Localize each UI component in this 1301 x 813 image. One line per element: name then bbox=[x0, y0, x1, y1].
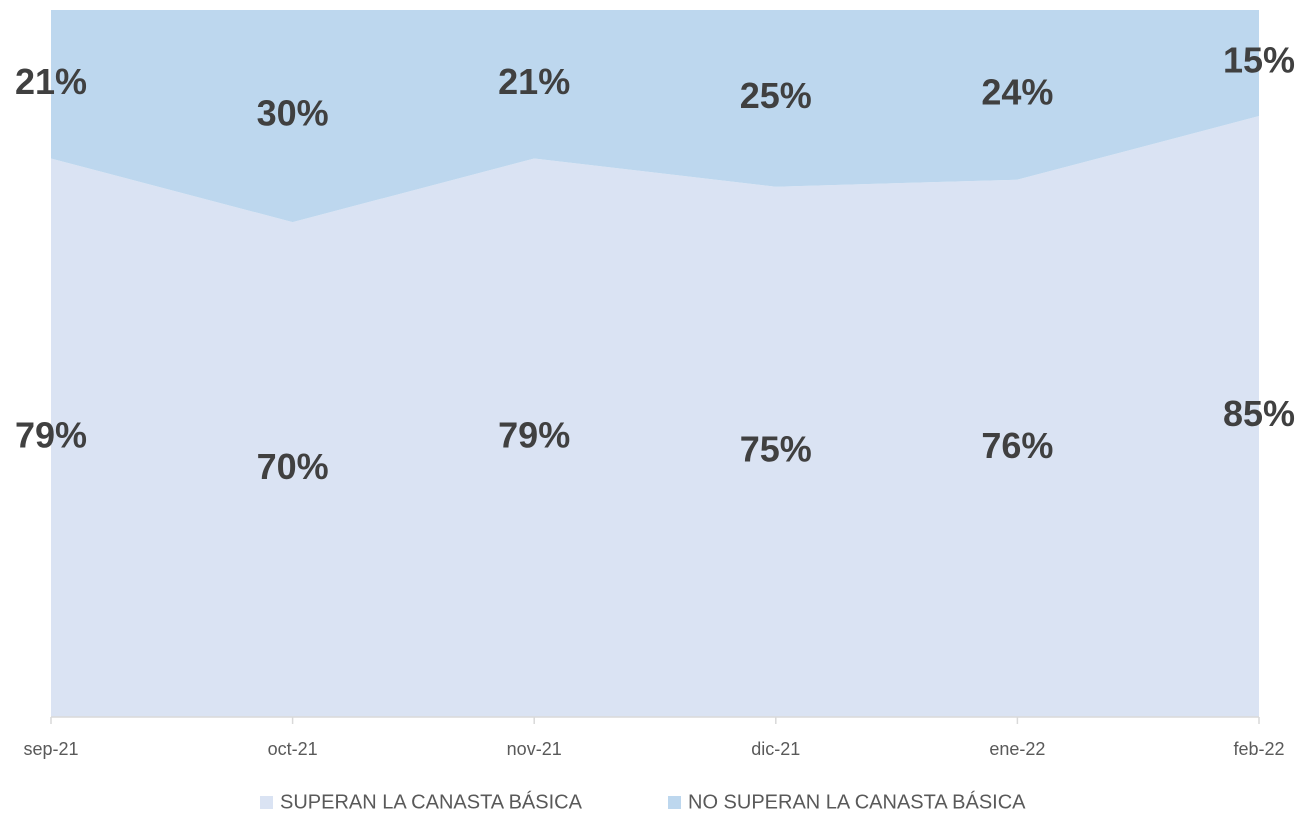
legend-swatch bbox=[668, 796, 681, 809]
data-label: 79% bbox=[498, 414, 570, 455]
area bbox=[51, 116, 1259, 718]
data-label: 70% bbox=[257, 446, 329, 487]
legend-label: NO SUPERAN LA CANASTA BÁSICA bbox=[688, 790, 1026, 813]
data-label: 15% bbox=[1223, 40, 1295, 81]
data-label: 25% bbox=[740, 75, 812, 116]
data-label: 21% bbox=[15, 61, 87, 102]
legend-swatch bbox=[260, 796, 273, 809]
data-label: 30% bbox=[257, 93, 329, 134]
x-tick-label: oct-21 bbox=[268, 739, 318, 759]
area bbox=[51, 10, 1259, 223]
x-tick-label: ene-22 bbox=[989, 739, 1045, 759]
x-tick-label: feb-22 bbox=[1233, 739, 1284, 759]
data-label: 21% bbox=[498, 61, 570, 102]
x-tick-label: dic-21 bbox=[751, 739, 800, 759]
data-label: 24% bbox=[981, 71, 1053, 112]
data-label: 75% bbox=[740, 428, 812, 469]
x-tick-label: nov-21 bbox=[507, 739, 562, 759]
data-label: 76% bbox=[981, 425, 1053, 466]
x-tick-label: sep-21 bbox=[23, 739, 78, 759]
data-label: 79% bbox=[15, 414, 87, 455]
legend-label: SUPERAN LA CANASTA BÁSICA bbox=[280, 790, 583, 813]
data-label: 85% bbox=[1223, 393, 1295, 434]
